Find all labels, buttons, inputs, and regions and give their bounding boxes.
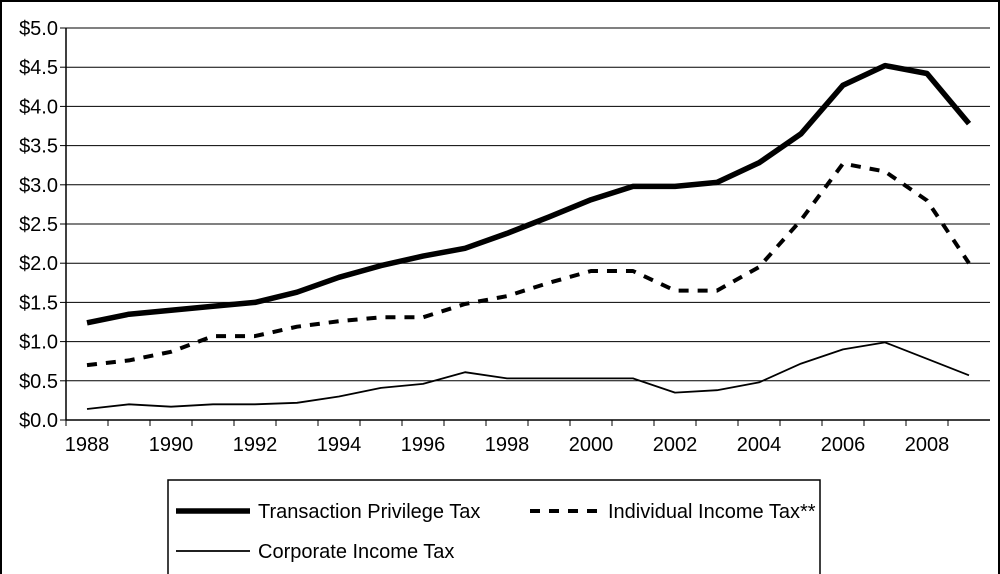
y-tick-label: $0.5 xyxy=(19,371,58,393)
legend-label: Individual Income Tax** xyxy=(608,501,816,523)
x-tick-label: 2006 xyxy=(821,434,866,456)
legend-box xyxy=(167,479,821,574)
legend: Transaction Privilege Tax Individual Inco… xyxy=(167,479,821,574)
x-tick-label: 2002 xyxy=(653,434,698,456)
x-tick-label: 2004 xyxy=(737,434,782,456)
series-line-1 xyxy=(86,161,971,368)
y-tick-label: $1.0 xyxy=(19,332,58,354)
y-tick-label: $0.0 xyxy=(19,410,58,432)
y-axis-tick-labels: $0.0 $0.5 $1.0 $1.5 $2.0 $2.5 $3.0 $3.5 $4.0 $4.5… xyxy=(19,18,66,432)
y-tick-label: $3.0 xyxy=(19,175,58,197)
x-tick-label: 1988 xyxy=(65,434,110,456)
x-tick-label: 1992 xyxy=(233,434,278,456)
x-tick-label: 1996 xyxy=(401,434,446,456)
series-line-0 xyxy=(86,62,972,326)
legend-label: Transaction Privilege Tax xyxy=(258,501,480,523)
series-line-2 xyxy=(86,341,970,410)
y-tick-label: $3.5 xyxy=(19,136,58,158)
x-tick-label: 1998 xyxy=(485,434,530,456)
series-lines xyxy=(86,62,972,410)
y-tick-label: $4.5 xyxy=(19,57,58,79)
legend-label: Corporate Income Tax xyxy=(258,541,454,563)
x-tick-label: 1990 xyxy=(149,434,194,456)
x-tick-label: 2000 xyxy=(569,434,614,456)
x-tick-label: 1994 xyxy=(317,434,362,456)
x-axis-tick-labels: 1988 1990 1992 1994 1996 1998 2000 2002 2004 2006… xyxy=(65,420,950,456)
y-tick-label: $1.5 xyxy=(19,292,58,314)
y-tick-label: $2.0 xyxy=(19,253,58,275)
y-tick-label: $4.0 xyxy=(19,96,58,118)
y-tick-label: $5.0 xyxy=(19,18,58,40)
y-tick-label: $2.5 xyxy=(19,214,58,236)
x-tick-label: 2008 xyxy=(905,434,950,456)
gridlines xyxy=(66,27,990,421)
